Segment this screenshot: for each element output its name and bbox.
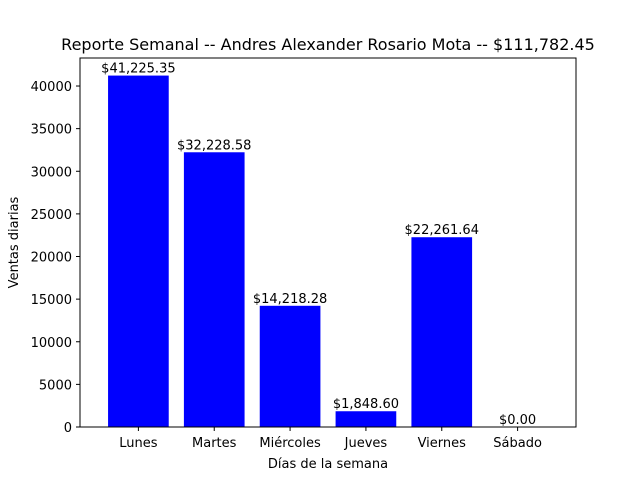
bar-value-label-4: $22,261.64	[405, 223, 479, 238]
y-axis-ticks: 0 5000 10000 15000 20000 25000 30000 35000 40000	[31, 80, 80, 436]
chart-title: Reporte Semanal -- Andres Alexander Rosa…	[61, 35, 595, 54]
bar-1	[183, 152, 245, 427]
y-tick-label-2: 10000	[31, 336, 72, 351]
y-tick-label-8: 40000	[31, 80, 72, 95]
x-tick-label-4: Viernes	[418, 436, 467, 451]
bar-3	[335, 411, 397, 427]
data-labels-layer: $41,225.35 $32,228.58 $14,218.28 $1,848.60 $…	[101, 62, 536, 428]
y-tick-label-0: 0	[64, 421, 72, 436]
x-tick-label-5: Sábado	[493, 436, 542, 451]
x-tick-label-3: Jueves	[344, 436, 388, 451]
bar-4	[411, 237, 473, 427]
y-tick-label-1: 5000	[39, 378, 72, 393]
bar-value-label-3: $1,848.60	[333, 397, 399, 412]
x-tick-label-1: Martes	[192, 436, 237, 451]
plot-frame	[79, 57, 577, 428]
bar-0	[108, 75, 169, 428]
y-tick-label-3: 15000	[31, 293, 72, 308]
y-axis-label: Ventas diarias	[7, 196, 22, 288]
x-tick-label-2: Miércoles	[259, 436, 321, 451]
bar-2	[259, 305, 321, 427]
y-tick-label-6: 30000	[31, 165, 72, 180]
bar-value-label-1: $32,228.58	[177, 138, 251, 153]
x-axis-label: Días de la semana	[268, 457, 388, 472]
y-tick-label-7: 35000	[31, 123, 72, 138]
bars-layer	[108, 75, 473, 428]
x-tick-label-0: Lunes	[119, 436, 157, 451]
y-tick-label-5: 25000	[31, 208, 72, 223]
x-axis-ticks: Lunes Martes Miércoles Jueves Viernes Sábado	[119, 427, 542, 451]
bar-value-label-5: $0.00	[499, 413, 536, 428]
bar-value-label-2: $14,218.28	[253, 292, 327, 307]
y-tick-label-4: 20000	[31, 251, 72, 266]
bar-value-label-0: $41,225.35	[101, 62, 175, 77]
